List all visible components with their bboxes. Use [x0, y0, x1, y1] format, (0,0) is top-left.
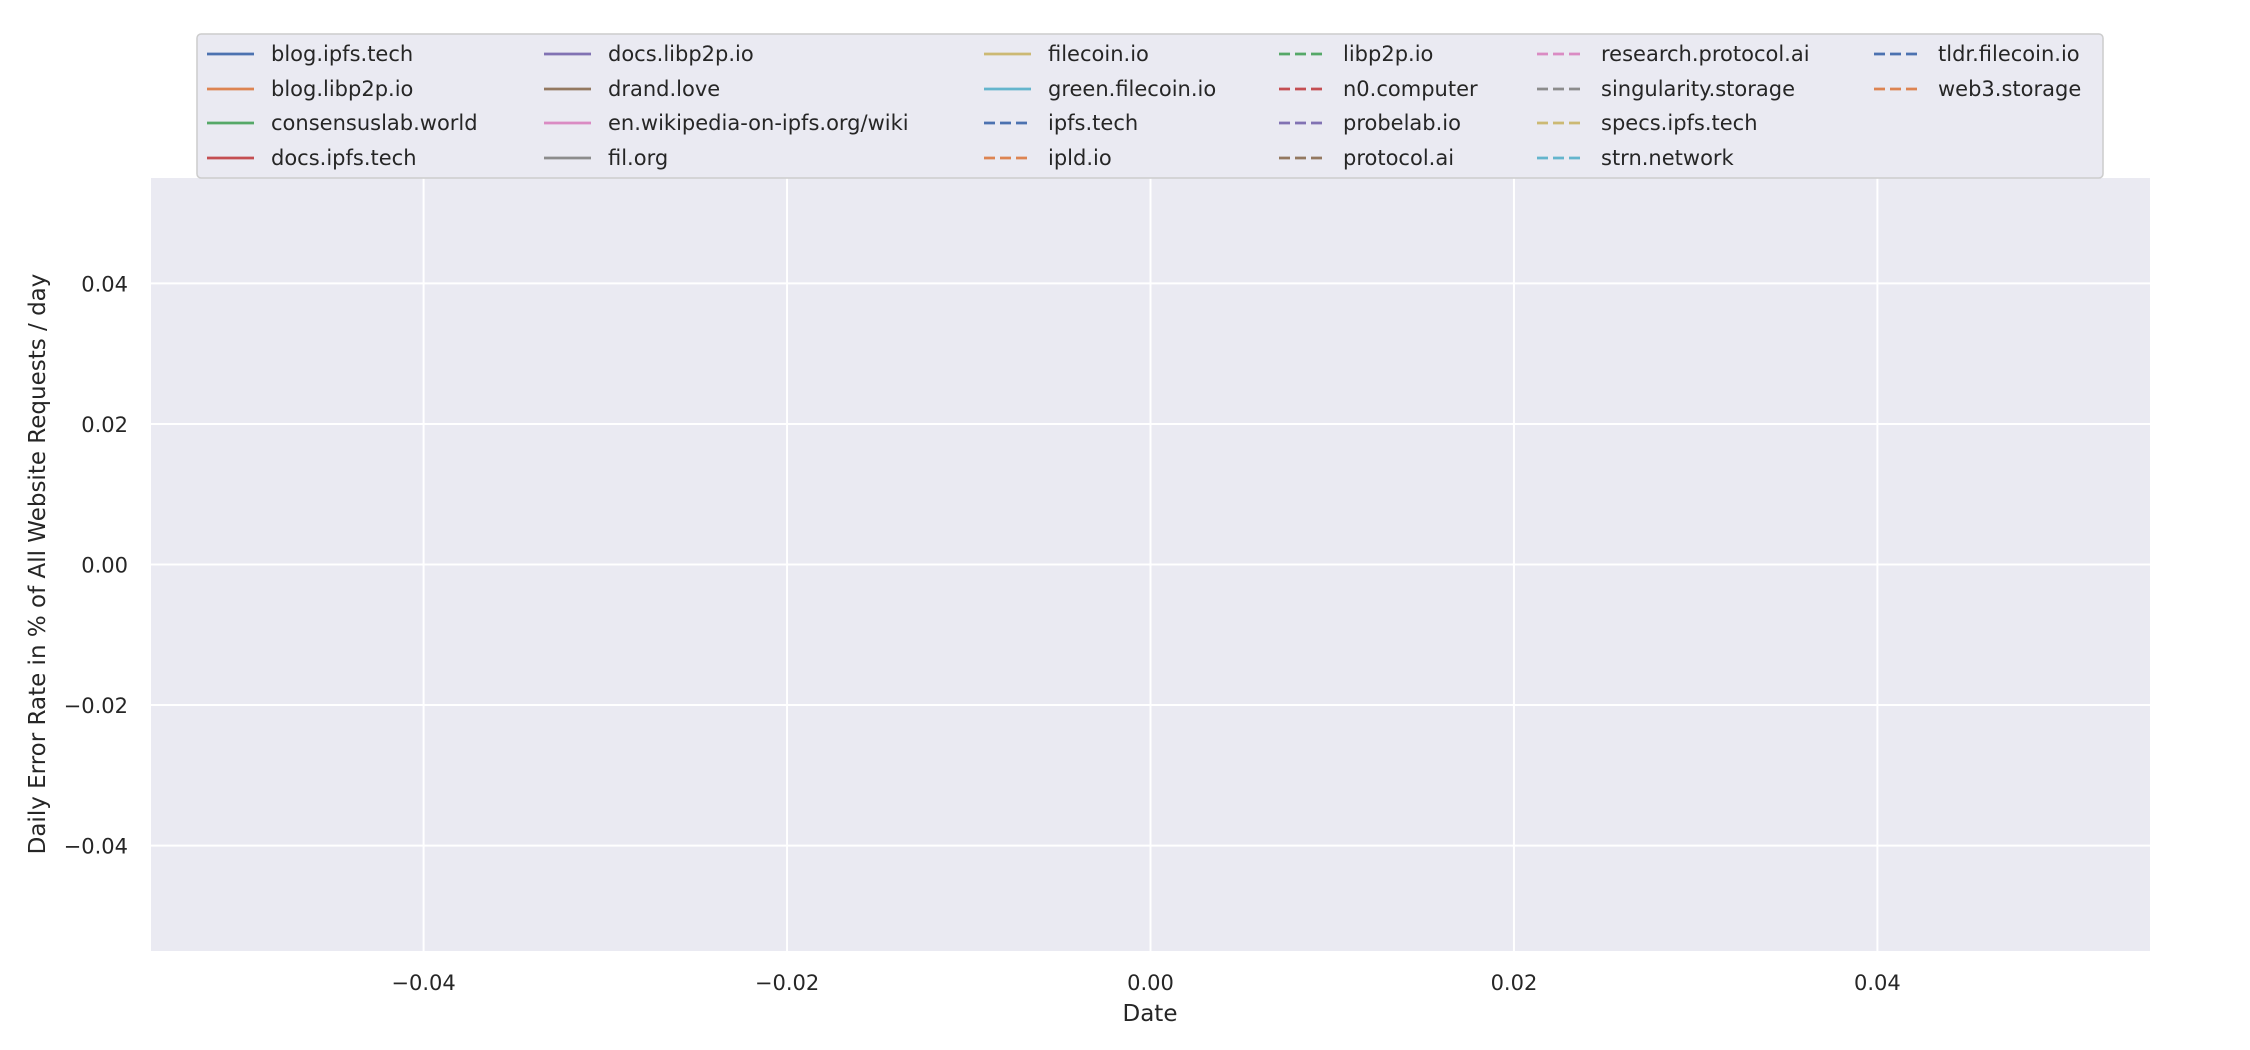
legend-label: fil.org — [608, 146, 668, 170]
legend-label: blog.ipfs.tech — [271, 42, 413, 66]
legend-item: blog.libp2p.io — [207, 77, 413, 101]
y-axis-label: Daily Error Rate in % of All Website Req… — [25, 274, 51, 855]
legend-item: docs.ipfs.tech — [207, 146, 417, 170]
legend-label: n0.computer — [1343, 77, 1478, 101]
legend-label: tldr.filecoin.io — [1938, 42, 2080, 66]
legend-item: green.filecoin.io — [984, 77, 1216, 101]
legend-label: libp2p.io — [1343, 42, 1433, 66]
legend-item: tldr.filecoin.io — [1874, 42, 2080, 66]
legend: blog.ipfs.tech blog.libp2p.io consensuslab… — [196, 33, 2104, 179]
x-tick-label: 0.04 — [1854, 971, 1901, 995]
y-tick-label: 0.02 — [81, 413, 128, 437]
legend-label: docs.ipfs.tech — [271, 146, 417, 170]
legend-item: blog.ipfs.tech — [207, 42, 413, 66]
grid-lines — [151, 178, 2150, 951]
y-tick-label: −0.04 — [64, 835, 128, 859]
legend-item: research.protocol.ai — [1537, 42, 1810, 66]
x-axis-label: Date — [1123, 1001, 1178, 1027]
legend-label: drand.love — [608, 77, 720, 101]
legend-items: blog.ipfs.tech blog.libp2p.io consensuslab… — [207, 42, 2081, 170]
legend-label: consensuslab.world — [271, 111, 478, 135]
x-tick-label: −0.04 — [391, 971, 455, 995]
legend-item: protocol.ai — [1279, 146, 1454, 170]
legend-label: filecoin.io — [1048, 42, 1149, 66]
legend-label: research.protocol.ai — [1601, 42, 1810, 66]
legend-item: en.wikipedia-on-ipfs.org/wiki — [544, 111, 909, 135]
x-axis-ticks: −0.04 −0.02 0.00 0.02 0.04 — [391, 971, 1900, 995]
legend-label: web3.storage — [1938, 77, 2081, 101]
x-tick-label: −0.02 — [755, 971, 819, 995]
x-tick-label: 0.00 — [1127, 971, 1174, 995]
legend-item: web3.storage — [1874, 77, 2081, 101]
legend-label: singularity.storage — [1601, 77, 1795, 101]
legend-item: n0.computer — [1279, 77, 1478, 101]
legend-label: docs.libp2p.io — [608, 42, 754, 66]
legend-item: probelab.io — [1279, 111, 1461, 135]
legend-box — [196, 33, 2104, 179]
legend-item: ipfs.tech — [984, 111, 1138, 135]
legend-label: ipld.io — [1048, 146, 1112, 170]
legend-label: strn.network — [1601, 146, 1735, 170]
x-tick-label: 0.02 — [1491, 971, 1538, 995]
legend-item: strn.network — [1537, 146, 1735, 170]
legend-item: libp2p.io — [1279, 42, 1433, 66]
legend-item: docs.libp2p.io — [544, 42, 754, 66]
y-axis-ticks: 0.04 0.02 0.00 −0.02 −0.04 — [64, 272, 128, 858]
legend-label: green.filecoin.io — [1048, 77, 1216, 101]
legend-label: en.wikipedia-on-ipfs.org/wiki — [608, 111, 909, 135]
y-tick-label: 0.04 — [81, 272, 128, 296]
legend-label: blog.libp2p.io — [271, 77, 413, 101]
y-tick-label: −0.02 — [64, 694, 128, 718]
y-tick-label: 0.00 — [81, 554, 128, 578]
legend-item: ipld.io — [984, 146, 1112, 170]
legend-item: filecoin.io — [984, 42, 1149, 66]
legend-label: probelab.io — [1343, 111, 1461, 135]
legend-item: consensuslab.world — [207, 111, 478, 135]
legend-item: drand.love — [544, 77, 720, 101]
legend-label: ipfs.tech — [1048, 111, 1138, 135]
legend-label: protocol.ai — [1343, 146, 1454, 170]
legend-label: specs.ipfs.tech — [1601, 111, 1758, 135]
legend-item: specs.ipfs.tech — [1537, 111, 1758, 135]
legend-item: fil.org — [544, 146, 668, 170]
legend-item: singularity.storage — [1537, 77, 1795, 101]
